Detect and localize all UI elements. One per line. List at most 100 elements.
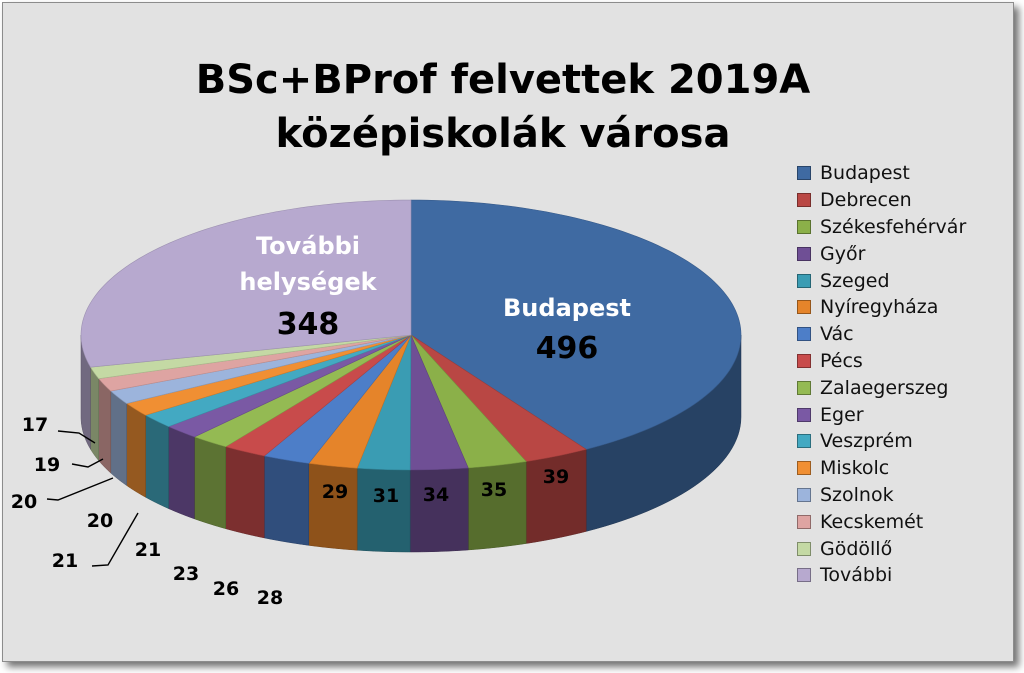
label-szolnok-value: 20 — [11, 491, 37, 513]
legend-item-további: További — [797, 562, 966, 589]
pie-side-vác — [264, 455, 310, 546]
pie-side-miskolc — [126, 403, 146, 498]
pie-side-gödöllő — [90, 366, 99, 462]
legend-swatch — [797, 380, 811, 395]
label-miskolc-value: 20 — [87, 510, 113, 532]
label-székesfehérvár-value: 35 — [481, 479, 507, 501]
pie-side-szeged — [356, 467, 411, 553]
label-gödöllő-value: 17 — [22, 414, 48, 436]
legend-label: Zalaegerszeg — [820, 376, 949, 399]
pie-slice-eger — [167, 334, 412, 438]
legend-label: Eger — [820, 403, 864, 426]
legend-item-kecskemét: Kecskemét — [797, 508, 966, 535]
legend-swatch — [797, 487, 811, 502]
pie-side-zalaegerszeg — [194, 436, 226, 530]
legend-item-pécs: Pécs — [797, 348, 966, 375]
pie-leader-lines — [46, 430, 139, 567]
pie-side-szolnok — [110, 390, 127, 486]
pie-value-labels: Budapest 496 További helységek 348 39 35 34 31 29… — [11, 232, 631, 609]
pie-sides — [80, 334, 742, 553]
pie-side-eger — [168, 426, 195, 520]
legend-swatch — [797, 514, 811, 529]
label-tovabbi-line1: További — [256, 232, 360, 260]
legend-label: Debrecen — [820, 189, 912, 212]
pie-slice-budapest — [410, 199, 742, 450]
label-tovabbi-line2: helységek — [239, 268, 377, 296]
pie-slice-székesfehérvár — [410, 334, 527, 469]
legend-label: Székesfehérvár — [820, 215, 967, 238]
legend-swatch — [797, 541, 811, 556]
legend-label: Veszprém — [820, 430, 913, 453]
label-pécs-value: 26 — [213, 578, 239, 600]
pie-slice-győr — [409, 334, 469, 471]
leader-line — [46, 477, 114, 501]
label-eger-value: 21 — [135, 539, 161, 561]
legend-item-budapest: Budapest — [797, 160, 966, 187]
pie-slice-vác — [263, 334, 412, 464]
legend-swatch — [797, 461, 811, 476]
legend-label: Győr — [820, 242, 866, 265]
label-budapest-value: 496 — [536, 331, 599, 366]
pie-side-nyíregyháza — [308, 463, 358, 551]
legend-item-veszprém: Veszprém — [797, 428, 966, 455]
legend-label: Kecskemét — [820, 510, 924, 533]
legend-label: Gödöllő — [820, 537, 893, 560]
label-tovabbi-value: 348 — [277, 307, 340, 342]
legend-swatch — [797, 300, 811, 315]
legend-item-zalaegerszeg: Zalaegerszeg — [797, 374, 966, 401]
legend-item-miskolc: Miskolc — [797, 455, 966, 482]
legend-swatch — [797, 219, 811, 234]
legend-label: Szeged — [820, 269, 890, 292]
legend-label: Vác — [820, 323, 854, 346]
legend-label: Budapest — [820, 162, 910, 185]
legend-item-debrecen: Debrecen — [797, 187, 966, 214]
legend-item-szeged: Szeged — [797, 267, 966, 294]
legend-label: További — [820, 564, 893, 587]
leader-line — [71, 458, 104, 468]
pie-side-pécs — [225, 446, 265, 539]
legend-item-eger: Eger — [797, 401, 966, 428]
leader-line — [91, 512, 139, 567]
legend-item-győr: Győr — [797, 240, 966, 267]
chart-title: BSc+BProf felvettek 2019A középiskolák v… — [195, 57, 811, 157]
chart-legend: Budapest Debrecen Székesfehérvár Győr Szeged… — [797, 160, 966, 589]
legend-swatch — [797, 353, 811, 368]
label-debrecen-value: 39 — [543, 466, 569, 488]
legend-swatch — [797, 407, 811, 422]
legend-item-székesfehérvár: Székesfehérvár — [797, 214, 966, 241]
pie-side-debrecen — [525, 449, 587, 544]
label-győr-value: 34 — [423, 484, 449, 506]
legend-swatch — [797, 273, 811, 288]
legend-swatch — [797, 246, 811, 261]
leader-line — [57, 430, 96, 444]
label-szeged-value: 31 — [373, 485, 399, 507]
legend-item-vác: Vác — [797, 321, 966, 348]
pie-slice-további — [80, 199, 412, 368]
legend-swatch — [797, 193, 811, 208]
pie-top — [80, 199, 742, 471]
label-nyíregyháza-value: 29 — [322, 481, 348, 503]
pie-slice-szolnok — [110, 334, 412, 404]
pie-side-veszprém — [145, 414, 169, 509]
legend-swatch — [797, 166, 811, 181]
pie-side-győr — [409, 467, 469, 553]
pie-side-kecskemét — [98, 377, 112, 474]
legend-item-gödöllő: Gödöllő — [797, 535, 966, 562]
pie-side-székesfehérvár — [468, 461, 527, 551]
pie-slice-nyíregyháza — [308, 334, 412, 469]
pie-slice-zalaegerszeg — [193, 334, 412, 448]
legend-label: Nyíregyháza — [820, 296, 939, 319]
legend-item-szolnok: Szolnok — [797, 482, 966, 509]
legend-swatch — [797, 568, 811, 583]
label-vác-value: 28 — [257, 587, 283, 609]
legend-label: Miskolc — [820, 457, 890, 480]
legend-swatch — [797, 434, 811, 449]
pie-slice-veszprém — [144, 334, 412, 427]
label-veszprém-value: 21 — [52, 550, 78, 572]
pie-slice-pécs — [224, 334, 412, 457]
legend-label: Pécs — [820, 349, 863, 372]
legend-swatch — [797, 327, 811, 342]
label-kecskemét-value: 19 — [34, 454, 60, 476]
label-budapest-name: Budapest — [503, 294, 631, 322]
